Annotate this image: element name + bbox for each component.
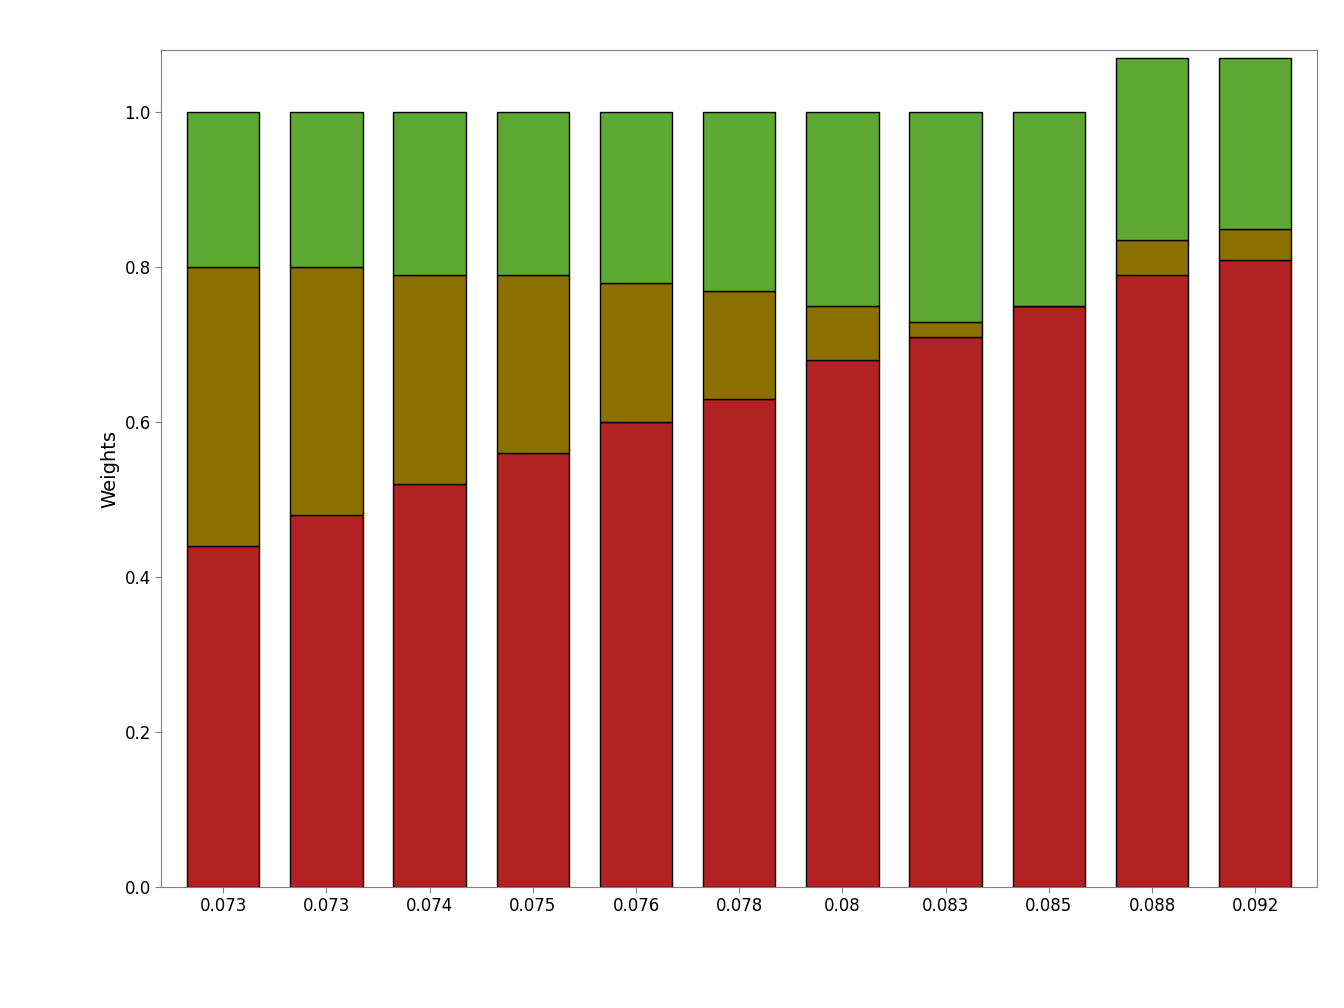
Bar: [703, 290, 775, 399]
Bar: [394, 275, 466, 484]
Bar: [187, 546, 259, 887]
Bar: [806, 112, 879, 306]
Bar: [187, 267, 259, 546]
Bar: [806, 306, 879, 360]
Bar: [806, 360, 879, 887]
Bar: [1012, 306, 1085, 887]
Y-axis label: Weights: Weights: [99, 429, 118, 508]
Bar: [187, 112, 259, 267]
Bar: [497, 112, 569, 275]
Bar: [290, 267, 363, 515]
Bar: [394, 112, 466, 275]
Bar: [290, 112, 363, 267]
Bar: [1219, 229, 1292, 260]
Bar: [1012, 112, 1085, 306]
Bar: [290, 515, 363, 887]
Bar: [497, 454, 569, 887]
Bar: [599, 422, 672, 887]
Bar: [703, 399, 775, 887]
Bar: [599, 283, 672, 422]
Bar: [1116, 275, 1188, 887]
Bar: [1116, 240, 1188, 275]
Bar: [1116, 58, 1188, 240]
Bar: [910, 112, 981, 322]
Bar: [1219, 260, 1292, 887]
Bar: [703, 112, 775, 290]
Bar: [394, 484, 466, 887]
Bar: [910, 322, 981, 337]
Bar: [599, 112, 672, 283]
Bar: [497, 275, 569, 454]
Bar: [1219, 58, 1292, 229]
Bar: [910, 337, 981, 887]
